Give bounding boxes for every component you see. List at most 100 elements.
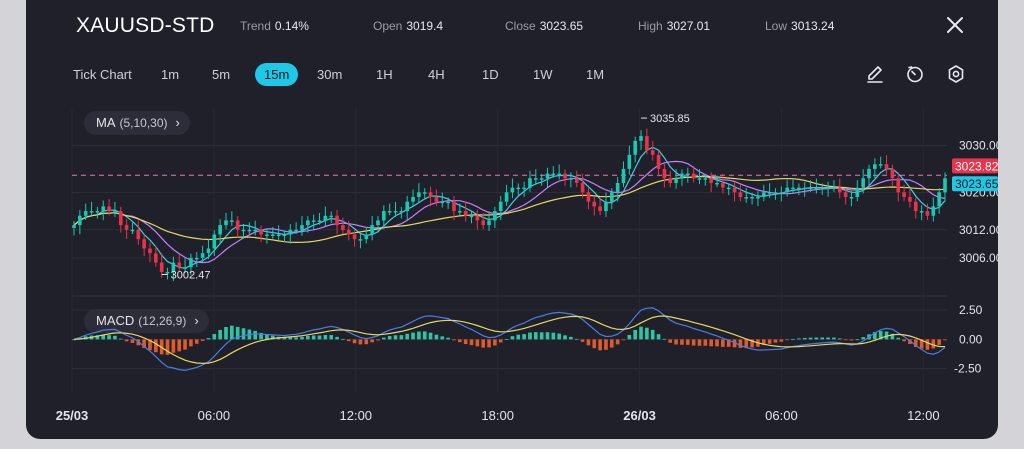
candle-body bbox=[650, 150, 655, 155]
candle-body bbox=[814, 187, 819, 190]
macd-histogram-bar bbox=[843, 339, 848, 341]
macd-histogram-bar bbox=[516, 334, 521, 340]
clock-icon[interactable] bbox=[905, 64, 925, 84]
macd-histogram-bar bbox=[107, 335, 111, 340]
macd-histogram-bar bbox=[785, 339, 789, 341]
candle-body bbox=[639, 136, 643, 141]
candle-body bbox=[645, 136, 649, 151]
stat-high: High 3027.01 bbox=[638, 19, 710, 33]
candle-body bbox=[83, 211, 88, 216]
candle-body bbox=[563, 173, 567, 179]
price-tick-label: 3012.00 bbox=[959, 223, 998, 237]
draw-icon[interactable] bbox=[865, 64, 885, 84]
macd-histogram-bar bbox=[235, 326, 240, 340]
candle-body bbox=[627, 154, 632, 169]
settings-icon[interactable] bbox=[946, 64, 966, 84]
candle-body bbox=[463, 211, 468, 216]
candle-body bbox=[551, 173, 556, 176]
candle-body bbox=[311, 220, 316, 222]
tab-30m[interactable]: 30m bbox=[317, 67, 343, 82]
tab-1h[interactable]: 1H bbox=[376, 67, 393, 82]
candle-body bbox=[715, 182, 719, 185]
macd-histogram-bar bbox=[259, 332, 263, 340]
candle-body bbox=[165, 271, 170, 274]
tab-15m[interactable]: 15m bbox=[255, 63, 299, 86]
candle-body bbox=[341, 225, 345, 230]
candle-body bbox=[615, 182, 620, 193]
candle-body bbox=[691, 173, 696, 179]
ma-indicator-pill[interactable]: MA (5,10,30) › bbox=[84, 111, 190, 135]
candle-body bbox=[685, 173, 690, 176]
tick-chart-label[interactable]: Tick Chart bbox=[73, 67, 132, 82]
macd-histogram-bar bbox=[563, 335, 567, 340]
time-tick-label: 06:00 bbox=[198, 408, 231, 423]
candle-body bbox=[896, 178, 901, 193]
macd-histogram-bar bbox=[265, 334, 269, 340]
candle-body bbox=[837, 187, 842, 193]
macd-histogram-bar bbox=[621, 339, 626, 341]
tab-5m[interactable]: 5m bbox=[212, 67, 231, 82]
macd-histogram-bar bbox=[434, 334, 439, 340]
macd-histogram-bar bbox=[773, 339, 778, 343]
time-tick-label: 25/03 bbox=[56, 408, 89, 423]
tab-1d[interactable]: 1D bbox=[482, 67, 499, 82]
tab-1m[interactable]: 1m bbox=[161, 67, 180, 82]
macd-histogram-bar bbox=[726, 339, 731, 347]
macd-histogram-bar bbox=[697, 339, 702, 346]
macd-histogram-bar bbox=[797, 338, 801, 340]
candle-body bbox=[130, 229, 135, 232]
macd-histogram-bar bbox=[230, 325, 234, 340]
macd-histogram-bar bbox=[896, 337, 901, 340]
candle-body bbox=[528, 178, 532, 188]
candle-body bbox=[557, 173, 562, 176]
macd-histogram-bar bbox=[323, 335, 328, 340]
candle-body bbox=[732, 187, 737, 193]
candle-body bbox=[826, 187, 830, 190]
macd-histogram-bar bbox=[732, 339, 737, 348]
candle-body bbox=[592, 201, 597, 207]
macd-histogram-bar bbox=[159, 339, 164, 355]
macd-histogram-bar bbox=[218, 329, 222, 340]
macd-histogram-bar bbox=[317, 335, 322, 340]
candle-body bbox=[457, 211, 462, 213]
candle-body bbox=[843, 192, 848, 197]
tab-1mo[interactable]: 1M bbox=[586, 67, 605, 82]
close-icon[interactable] bbox=[944, 14, 966, 36]
time-tick-label: 26/03 bbox=[623, 408, 656, 423]
macd-histogram-bar bbox=[738, 339, 743, 348]
macd-histogram-bar bbox=[417, 331, 421, 340]
macd-indicator-pill[interactable]: MACD (12,26,9) › bbox=[84, 309, 209, 333]
candle-body bbox=[937, 192, 941, 207]
macd-histogram-bar bbox=[633, 329, 637, 340]
tab-4h[interactable]: 4H bbox=[428, 67, 445, 82]
candle-body bbox=[113, 211, 117, 213]
macd-histogram-bar bbox=[475, 339, 480, 347]
ma-params: (5,10,30) bbox=[119, 116, 168, 130]
macd-histogram-bar bbox=[399, 335, 404, 340]
macd-histogram-bar bbox=[680, 339, 684, 345]
candle-body bbox=[142, 239, 146, 249]
macd-histogram-bar bbox=[691, 339, 696, 346]
tab-1w[interactable]: 1W bbox=[533, 67, 553, 82]
macd-histogram-bar bbox=[364, 339, 369, 345]
candle-body bbox=[411, 197, 415, 202]
candle-body bbox=[440, 201, 445, 204]
candle-body bbox=[767, 192, 772, 194]
candle-body bbox=[469, 215, 474, 218]
candle-body bbox=[808, 187, 813, 190]
candle-body bbox=[282, 234, 287, 236]
macd-histogram-bar bbox=[539, 332, 544, 340]
stat-value: 3027.01 bbox=[666, 19, 711, 33]
price-tick-label: 3020.00 bbox=[959, 185, 998, 199]
macd-histogram-bar bbox=[802, 337, 807, 340]
macd-histogram-bar bbox=[849, 339, 854, 341]
ma-name: MA bbox=[96, 115, 116, 130]
macd-histogram-bar bbox=[656, 334, 661, 340]
candle-body bbox=[434, 197, 439, 202]
macd-histogram-bar bbox=[282, 337, 287, 340]
macd-histogram-bar bbox=[393, 335, 398, 340]
candle-body bbox=[504, 192, 509, 202]
candle-body bbox=[656, 154, 661, 169]
macd-histogram-bar bbox=[498, 339, 503, 343]
